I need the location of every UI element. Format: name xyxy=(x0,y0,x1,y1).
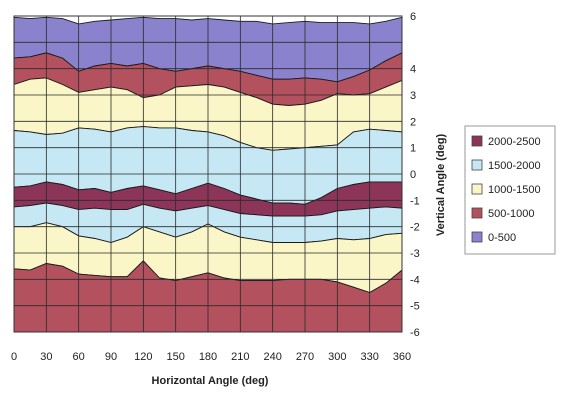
y-tick-label: 2 xyxy=(410,116,416,128)
legend-swatch xyxy=(472,184,482,194)
legend: 2000-2500 1500-2000 1000-1500 500-1000 0-500 xyxy=(465,126,555,254)
y-tick-label: -5 xyxy=(410,301,420,313)
x-tick-label: 30 xyxy=(40,351,52,363)
y-tick-label: 6 xyxy=(410,11,416,23)
legend-swatch xyxy=(472,160,482,170)
y-tick-label: -3 xyxy=(410,248,420,260)
y-axis-title: Vertical Angle (deg) xyxy=(435,134,447,237)
y-axis-ticks: 6 4 3 2 1 0 -1 -2 -3 -4 -5 -6 xyxy=(410,11,420,339)
x-axis-title: Horizontal Angle (deg) xyxy=(152,375,269,387)
x-tick-label: 360 xyxy=(393,351,411,363)
x-tick-label: 270 xyxy=(296,351,314,363)
x-tick-label: 300 xyxy=(328,351,346,363)
x-tick-label: 0 xyxy=(11,351,17,363)
x-tick-label: 150 xyxy=(166,351,184,363)
x-tick-label: 180 xyxy=(199,351,217,363)
legend-label: 2000-2500 xyxy=(488,136,541,148)
y-tick-label: 4 xyxy=(410,64,416,76)
legend-label: 500-1000 xyxy=(488,208,535,220)
y-tick-label: -1 xyxy=(410,195,420,207)
x-axis-ticks: 0 30 60 90 120 150 180 210 240 270 300 330 360 xyxy=(11,351,411,363)
legend-swatch xyxy=(472,136,482,146)
x-tick-label: 210 xyxy=(231,351,249,363)
y-tick-label: 1 xyxy=(410,143,416,155)
y-tick-label: -2 xyxy=(410,222,420,234)
x-tick-label: 120 xyxy=(134,351,152,363)
x-tick-label: 90 xyxy=(105,351,117,363)
legend-label: 0-500 xyxy=(488,232,516,244)
legend-label: 1000-1500 xyxy=(488,184,541,196)
x-tick-label: 240 xyxy=(263,351,281,363)
legend-swatch xyxy=(472,232,482,242)
y-tick-label: 3 xyxy=(410,90,416,102)
y-tick-label: -4 xyxy=(410,274,420,286)
y-tick-label: -6 xyxy=(410,327,420,339)
legend-swatch xyxy=(472,208,482,218)
legend-label: 1500-2000 xyxy=(488,160,541,172)
x-tick-label: 330 xyxy=(360,351,378,363)
x-tick-label: 60 xyxy=(73,351,85,363)
y-tick-label: 0 xyxy=(410,169,416,181)
